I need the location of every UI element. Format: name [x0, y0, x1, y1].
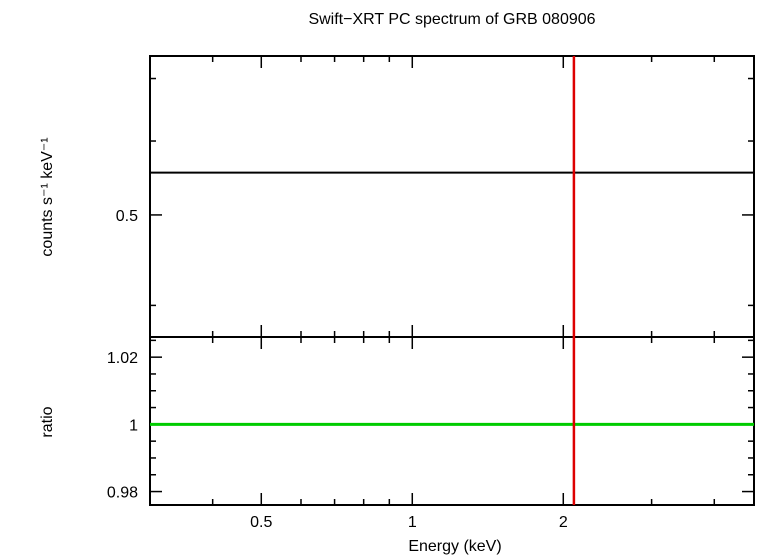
spectrum-y-axis-label: counts s⁻¹ keV⁻¹ [39, 137, 56, 256]
y-tick-label: 0.98 [107, 485, 138, 502]
y-tick-label: 1 [129, 417, 138, 434]
ratio-y-axis-label: ratio [39, 406, 56, 437]
y-tick-label: 1.02 [107, 350, 138, 367]
ratio-panel: 0.98 1 1.02 ratio [39, 336, 755, 506]
ratio-panel-frame [149, 336, 755, 506]
spectrum-y-ticks: 0.5 [116, 77, 754, 307]
y-tick-label: 0.5 [116, 208, 138, 225]
x-axis-ticks: 0.5 1 2 [149, 56, 716, 531]
x-tick-label: 0.5 [250, 514, 272, 531]
x-tick-label: 1 [408, 514, 417, 531]
spectrum-panel-frame [149, 55, 755, 338]
chart-title: Swift−XRT PC spectrum of GRB 080906 [308, 11, 595, 28]
spectrum-panel: 0.5 counts s⁻¹ keV⁻¹ [39, 55, 755, 338]
x-tick-label: 2 [559, 514, 568, 531]
x-axis-label: Energy (keV) [408, 538, 501, 555]
ratio-y-ticks: 0.98 1 1.02 [107, 339, 754, 502]
